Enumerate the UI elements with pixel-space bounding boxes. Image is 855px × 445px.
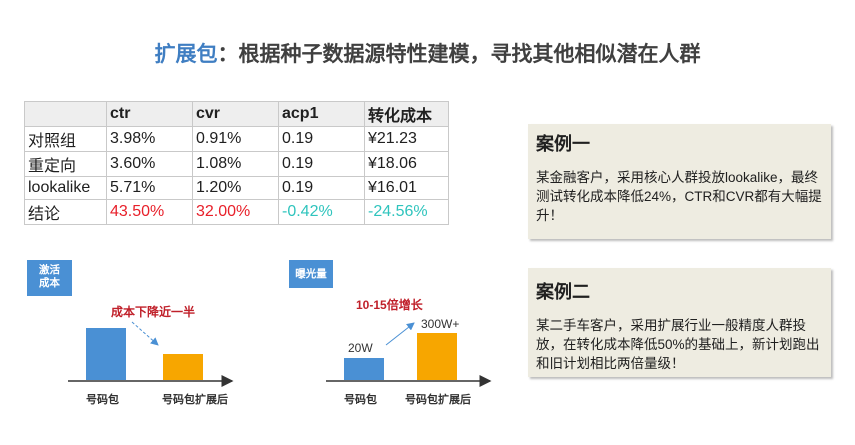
case-body: 某金融客户，采用核心人群投放lookalike，最终测试转化成本降低24%，CT… <box>536 170 822 223</box>
case-card-2: 案例二 某二手车客户，采用扩展行业一般精度人群投放，在转化成本降低50%的基础上… <box>528 268 831 377</box>
tag-line: 激活 <box>39 264 60 276</box>
case-heading: 案例二 <box>536 282 590 302</box>
chart1-tag: 激活 成本 <box>27 260 72 296</box>
header-cell: cvr <box>192 101 279 127</box>
title-text: ：根据种子数据源特性建模，寻找其他相似潜在人群 <box>217 43 701 66</box>
tag-line: 成本 <box>39 277 60 289</box>
bar-after <box>163 354 203 380</box>
header-cell: ctr <box>106 101 193 127</box>
chart1-annotation: 成本下降近一半 <box>111 305 196 319</box>
row-label: 结论 <box>24 199 107 225</box>
bar-after <box>417 333 457 380</box>
table-cell: 1.08% <box>192 151 279 177</box>
row-label: 重定向 <box>24 151 107 177</box>
row-label: lookalike <box>24 176 107 200</box>
chart2-value-before: 20W <box>348 341 373 355</box>
table-header-row: ctr cvr acp1 转化成本 <box>24 101 449 127</box>
table-cell-positive: 43.50% <box>106 199 193 225</box>
comparison-table: ctr cvr acp1 转化成本 对照组 3.98% 0.91% 0.19 ¥… <box>24 101 449 225</box>
table-row-conclusion: 结论 43.50% 32.00% -0.42% -24.56% <box>24 199 449 225</box>
bar-before <box>344 358 384 380</box>
case-card-1: 案例一 某金融客户，采用核心人群投放lookalike，最终测试转化成本降低24… <box>528 124 831 239</box>
table-cell: 3.98% <box>106 126 193 152</box>
page-title: 扩展包：根据种子数据源特性建模，寻找其他相似潜在人群 <box>0 38 855 68</box>
chart2-label-after: 号码包扩展后 <box>405 394 471 406</box>
case-heading: 案例一 <box>536 134 590 154</box>
trend-arrow <box>131 321 159 346</box>
chart2-annotation: 10-15倍增长 <box>356 298 423 312</box>
table-cell-positive: 32.00% <box>192 199 279 225</box>
table-row: 对照组 3.98% 0.91% 0.19 ¥21.23 <box>24 126 449 152</box>
header-cell: 转化成本 <box>364 101 449 127</box>
chart2-tag: 曝光量 <box>289 260 333 288</box>
table-cell-negative: -24.56% <box>364 199 449 225</box>
case-body: 某二手车客户，采用扩展行业一般精度人群投放，在转化成本降低50%的基础上，新计划… <box>536 318 820 371</box>
bar-before <box>86 328 126 380</box>
header-cell <box>24 101 107 127</box>
chart2-label-before: 号码包 <box>344 394 377 406</box>
table-cell: ¥21.23 <box>364 126 449 152</box>
table-cell-negative: -0.42% <box>278 199 365 225</box>
chart1-label-after: 号码包扩展后 <box>162 394 228 406</box>
chart2-value-after: 300W+ <box>421 317 460 331</box>
table-cell: ¥18.06 <box>364 151 449 177</box>
chart1-label-before: 号码包 <box>86 394 119 406</box>
table-cell: 0.19 <box>278 176 365 200</box>
title-accent: 扩展包 <box>154 43 218 66</box>
trend-arrow <box>385 322 415 346</box>
